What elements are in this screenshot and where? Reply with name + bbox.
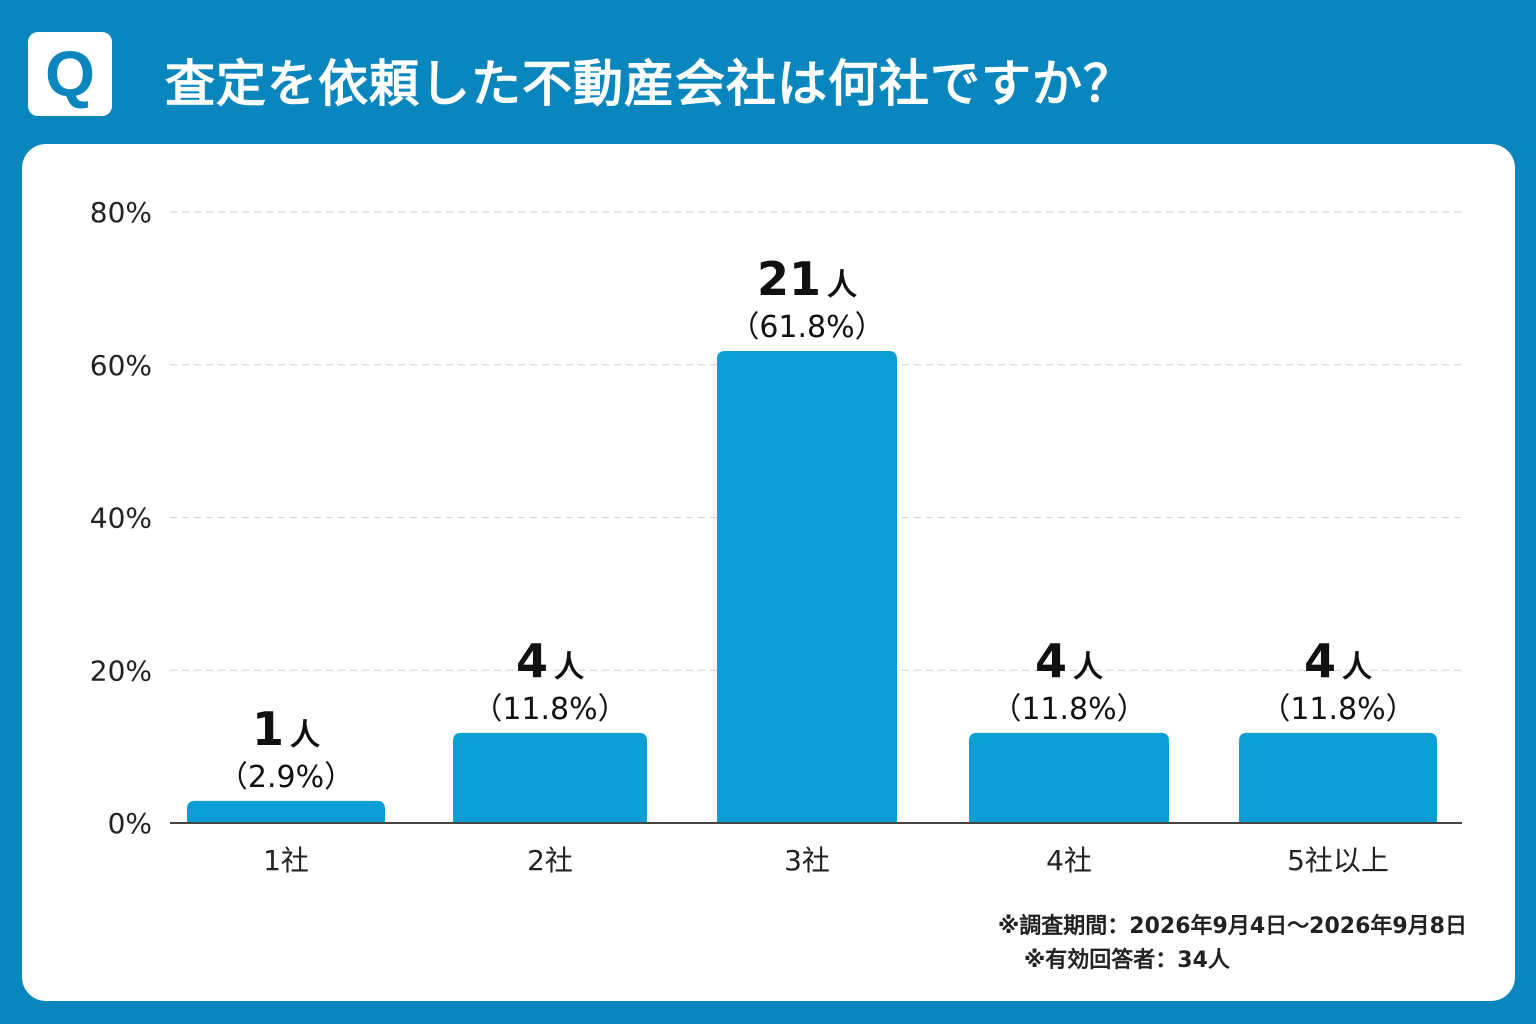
count-label: 21 人 <box>757 252 857 306</box>
y-tick-label: 40% <box>90 502 152 535</box>
bar <box>969 732 1169 823</box>
percent-label: （11.8%） <box>1260 692 1415 727</box>
y-tick-label: 60% <box>90 349 152 382</box>
page-title: 査定を依頼した不動産会社は何社ですか？ <box>165 55 1134 113</box>
bar <box>1239 732 1437 823</box>
question-badge: Q <box>28 32 112 116</box>
percent-label: （11.8%） <box>472 692 627 727</box>
x-category-label: 3社 <box>784 844 830 877</box>
survey-notes: ※調査期間：2026年9月4日〜2026年9月8日 ※有効回答者：34人 <box>998 910 1467 978</box>
y-tick-label: 80% <box>90 196 152 229</box>
question-badge-letter: Q <box>45 38 95 110</box>
bar-chart: 0% 20% 40% 60% 80% 1 人 （2.9%） 1社 4 人 （11.8%） 2社 21 人 （6… <box>90 196 1462 877</box>
x-category-label: 1社 <box>263 844 309 877</box>
respondents-note: ※有効回答者：34人 <box>1023 948 1230 973</box>
y-tick-label: 0% <box>108 807 152 840</box>
y-tick-label: 20% <box>90 654 152 687</box>
bar <box>453 732 647 823</box>
percent-label: （2.9%） <box>218 760 354 795</box>
percent-label: （61.8%） <box>729 310 884 345</box>
bar <box>717 351 897 823</box>
chart-card: 0% 20% 40% 60% 80% 1 人 （2.9%） 1社 4 人 （11.8%） 2社 21 人 （6… <box>22 144 1515 1001</box>
bar <box>187 800 385 823</box>
x-category-label: 5社以上 <box>1287 844 1389 877</box>
survey-period-note: ※調査期間：2026年9月4日〜2026年9月8日 <box>997 914 1467 939</box>
x-category-label: 2社 <box>527 844 573 877</box>
x-category-label: 4社 <box>1046 844 1092 877</box>
percent-label: （11.8%） <box>991 692 1146 727</box>
